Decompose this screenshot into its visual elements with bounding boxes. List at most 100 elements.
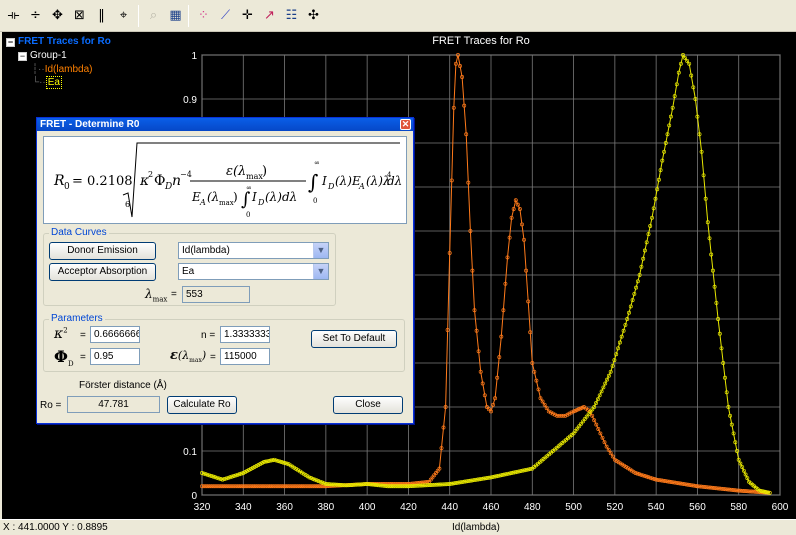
data-point — [271, 484, 276, 489]
epsilon-input[interactable]: 115000 — [220, 348, 270, 365]
data-point — [680, 481, 685, 486]
plus-icon[interactable]: ✛ — [242, 8, 253, 23]
data-point — [456, 53, 460, 57]
svg-text:D: D — [257, 198, 265, 207]
svg-text:I: I — [251, 190, 257, 204]
data-point — [753, 489, 758, 494]
collapse-icon[interactable]: − — [6, 37, 15, 47]
data-point — [642, 248, 647, 253]
close-icon[interactable]: ✕ — [400, 119, 411, 130]
x-tick-label: 320 — [194, 502, 211, 513]
data-point — [592, 418, 597, 423]
data-point — [719, 486, 724, 491]
data-point — [600, 435, 605, 440]
data-point — [681, 53, 685, 57]
crosshair-icon[interactable]: ⌖ — [119, 8, 128, 23]
acceptor-select[interactable]: Ea ▼ — [178, 263, 329, 280]
split-horizontal-icon[interactable]: ⟛ — [7, 8, 20, 23]
chevron-down-icon[interactable]: ▼ — [313, 243, 328, 258]
list-icon[interactable]: ☷ — [285, 8, 298, 23]
tree-root[interactable]: − FRET Traces for Ro — [6, 36, 111, 47]
data-point — [474, 328, 479, 333]
data-point — [476, 349, 481, 354]
data-point — [380, 483, 385, 488]
phi-symbol: ΦD — [54, 347, 74, 369]
x-tick-label: 480 — [524, 502, 541, 513]
data-point — [451, 105, 456, 110]
close-button[interactable]: Close — [333, 396, 403, 414]
data-point — [468, 229, 473, 233]
set-default-button[interactable]: Set To Default — [311, 330, 397, 348]
kappa-input[interactable]: 0.6666666 — [90, 326, 140, 343]
data-point — [261, 484, 266, 489]
acceptor-absorption-button[interactable]: Acceptor Absorption — [49, 263, 156, 281]
data-point — [279, 460, 284, 464]
zoom-fit-icon[interactable]: ⊠ — [74, 8, 85, 23]
data-point — [596, 427, 601, 431]
data-point — [528, 467, 533, 471]
grid-icon[interactable]: ▦ — [169, 8, 182, 23]
data-point — [723, 375, 727, 380]
n-input[interactable]: 1.3333333 — [220, 326, 270, 343]
data-point — [687, 61, 692, 66]
phi-input[interactable]: 0.95 — [90, 348, 140, 365]
data-point — [520, 222, 524, 227]
calculate-ro-button[interactable]: Calculate Ro — [167, 396, 237, 414]
data-point — [275, 458, 280, 463]
data-point — [731, 431, 736, 436]
data-point — [374, 483, 379, 487]
data-point — [385, 484, 390, 489]
move-cursor-icon[interactable]: ✥ — [52, 8, 63, 23]
data-point — [258, 462, 263, 466]
data-point — [241, 471, 246, 475]
data-point — [503, 281, 508, 286]
data-point — [462, 479, 467, 484]
pause-icon[interactable]: ‖ — [98, 8, 105, 23]
data-point — [540, 399, 545, 404]
tree-item-ea[interactable]: └·· Ea — [32, 76, 62, 89]
data-point — [327, 482, 332, 487]
svg-text:max: max — [246, 172, 263, 181]
data-point — [224, 476, 229, 481]
data-point — [689, 73, 694, 78]
scatter-icon[interactable]: ⁘ — [198, 8, 209, 23]
data-point — [513, 198, 518, 203]
donor-select[interactable]: Id(lambda) ▼ — [178, 242, 329, 259]
donor-emission-button[interactable]: Donor Emission — [49, 242, 156, 260]
data-point — [464, 132, 469, 137]
data-point — [749, 489, 754, 494]
chevron-down-icon[interactable]: ▼ — [313, 264, 328, 279]
x-tick-label: 360 — [276, 502, 293, 513]
data-point — [489, 409, 493, 414]
line-fit-icon[interactable]: ⟋ — [220, 8, 231, 23]
tree-group[interactable]: − Group-1 — [18, 50, 67, 61]
data-point — [517, 207, 522, 211]
data-point — [764, 490, 769, 495]
data-point — [665, 479, 670, 484]
data-point — [716, 486, 721, 491]
data-point — [598, 431, 603, 436]
data-point — [559, 413, 564, 418]
pan-icon[interactable]: ✣ — [308, 8, 319, 23]
equals-sign: = — [171, 289, 177, 300]
data-point — [716, 317, 721, 321]
data-point — [659, 478, 664, 483]
line-arrow-icon[interactable]: ↗ — [264, 8, 275, 23]
data-point — [224, 484, 229, 489]
annotate-icon[interactable]: ⌕ — [149, 8, 158, 23]
svg-text:max: max — [219, 199, 234, 207]
data-point — [316, 479, 321, 484]
data-point — [642, 474, 647, 478]
data-point — [602, 440, 607, 445]
data-point — [320, 480, 325, 485]
data-point — [729, 422, 734, 427]
dialog-titlebar[interactable]: FRET - Determine R0 ✕ — [37, 118, 413, 131]
data-point — [766, 490, 770, 495]
data-point — [312, 484, 317, 489]
data-point — [571, 431, 576, 436]
tree-item-id-lambda[interactable]: ┆··Id(lambda) — [32, 64, 93, 75]
chart-panel[interactable]: FRET Traces for Ro 320 340 360 380 400 420 440… — [166, 32, 796, 519]
split-vertical-icon[interactable]: ÷ — [30, 8, 41, 23]
collapse-icon[interactable]: − — [18, 51, 27, 61]
data-point — [509, 471, 514, 475]
